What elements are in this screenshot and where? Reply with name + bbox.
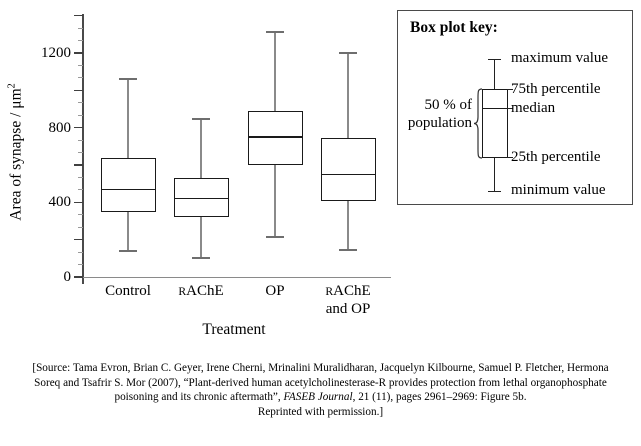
maximum-cap: [192, 118, 210, 121]
median-line: [247, 136, 303, 138]
interquartile-box: [320, 137, 376, 202]
y-minor-tick: [77, 114, 83, 116]
maximum-cap: [339, 52, 357, 54]
y-major-tick: [74, 52, 83, 54]
key-whisker-top-line: [494, 59, 496, 89]
key-minimum-label: minimum value: [511, 182, 606, 198]
key-25th-percentile-label: 25th percentile: [511, 149, 601, 165]
y-minor-tick: [77, 251, 83, 253]
y-axis-title: Area of synapse / μm2: [6, 83, 25, 220]
y-tick-label: 1200: [41, 45, 71, 61]
key-connector-median: [507, 107, 513, 109]
y-minor-tick: [77, 77, 83, 79]
x-category-label: RAChE and OP: [325, 283, 371, 317]
citation-journal-name: FASEB Journal: [283, 391, 353, 404]
minimum-cap: [266, 235, 284, 238]
median-line: [100, 188, 156, 190]
minimum-cap: [119, 249, 137, 252]
y-tick-label: 400: [48, 194, 72, 211]
y-minor-tick: [77, 214, 83, 216]
y-minor-tick: [77, 264, 83, 266]
interquartile-box: [100, 157, 156, 212]
y-minor-tick: [77, 64, 83, 66]
key-75th-percentile-label: 75th percentile: [511, 81, 601, 97]
x-category-label: Control: [105, 283, 151, 299]
citation-line-3: poisoning and its chronic aftermath”, FA…: [0, 390, 641, 405]
y-minor-tick: [77, 102, 83, 104]
y-major-tick: [74, 201, 83, 203]
maximum-cap: [119, 78, 137, 81]
y-major-tick: [74, 164, 83, 166]
y-minor-tick: [77, 176, 83, 178]
y-tick-label: 800: [48, 119, 72, 136]
citation-line-3-post: , 21 (11), pages 2961–2969: Figure 5b.: [352, 391, 527, 404]
key-population-line1: 50 % of: [424, 97, 473, 113]
y-minor-tick: [77, 152, 83, 154]
median-line: [320, 173, 376, 176]
citation-line-4: Reprinted with permission.]: [257, 405, 384, 418]
y-minor-tick: [77, 139, 83, 141]
citation-line-1: [Source: Tama Evron, Brian C. Geyer, Ire…: [32, 362, 609, 374]
curly-brace-icon: [473, 88, 483, 159]
key-population-line2: population: [407, 114, 472, 131]
y-major-tick: [74, 276, 83, 278]
key-connector-75th: [507, 88, 513, 90]
source-citation: [Source: Tama Evron, Brian C. Geyer, Ire…: [0, 361, 641, 419]
y-major-tick: [74, 89, 83, 91]
x-axis-title: Treatment: [202, 321, 266, 338]
key-median-label: median: [511, 100, 556, 116]
y-major-tick: [74, 15, 83, 17]
minimum-cap: [339, 248, 357, 251]
citation-line-3-pre: poisoning and its chronic aftermath”,: [114, 391, 284, 404]
y-minor-tick: [77, 189, 83, 191]
citation-line-2: Soreq and Tsafrir S. Mor (2007), “Plant-…: [34, 376, 607, 389]
key-median-line: [482, 107, 508, 109]
key-title: Box plot key:: [410, 19, 498, 36]
x-category-label: RAChE: [178, 283, 224, 299]
minimum-cap: [192, 257, 210, 260]
box-plot-key: Box plot key: 50 % of population maximum…: [397, 10, 633, 205]
key-maximum-label: maximum value: [511, 50, 609, 66]
maximum-cap: [266, 31, 284, 34]
x-category-label: OP: [265, 283, 285, 299]
y-axis-title-text: Area of synapse / μm: [7, 88, 25, 221]
key-minimum-cap: [488, 190, 501, 192]
median-line: [173, 197, 229, 200]
y-axis-title-superscript: 2: [6, 83, 18, 89]
interquartile-box: [173, 178, 229, 218]
y-tick-label: 0: [63, 269, 72, 285]
y-minor-tick: [77, 27, 83, 29]
y-axis-line: [82, 14, 84, 284]
y-minor-tick: [77, 40, 83, 42]
key-whisker-bottom-line: [494, 158, 496, 191]
key-box-rect: [482, 89, 508, 158]
key-population-label: 50 % of population: [398, 97, 472, 132]
key-connector-25th: [507, 157, 513, 159]
y-minor-tick: [77, 226, 83, 228]
y-major-tick: [74, 127, 83, 129]
x-axis-line: [77, 276, 391, 279]
y-major-tick: [74, 239, 83, 241]
key-maximum-cap: [488, 58, 501, 60]
interquartile-box: [247, 110, 303, 165]
